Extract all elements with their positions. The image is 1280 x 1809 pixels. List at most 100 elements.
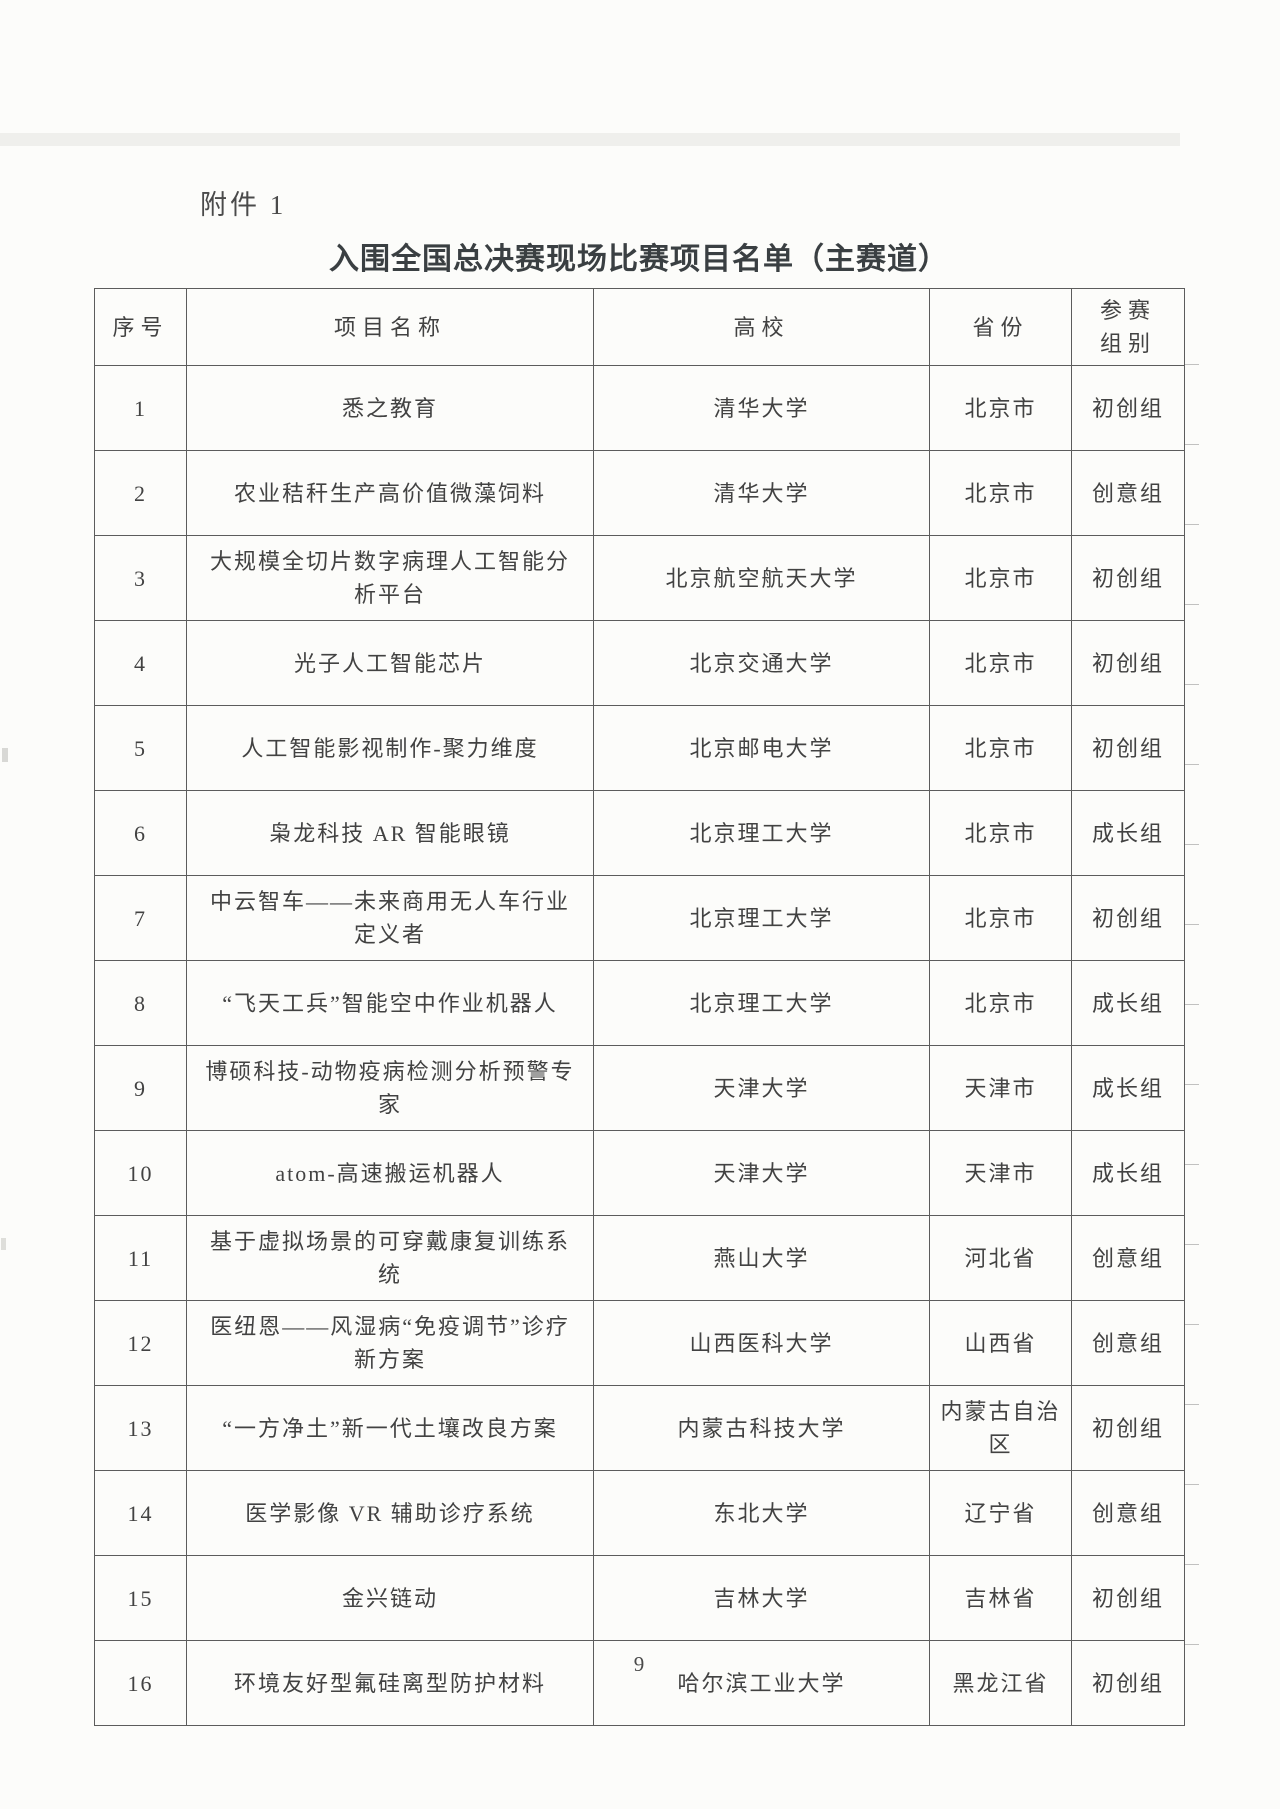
row-index-cell: 9	[94, 1045, 187, 1131]
university-cell: 北京理工大学	[593, 875, 930, 961]
university-cell: 燕山大学	[593, 1215, 930, 1301]
scan-artifact-speck	[1, 1238, 6, 1250]
scan-line-stub	[1185, 524, 1199, 525]
university-cell: 北京航空航天大学	[593, 535, 930, 621]
university-cell: 北京交通大学	[593, 620, 930, 706]
university-cell: 北京理工大学	[593, 790, 930, 876]
row-index-cell: 8	[94, 960, 187, 1046]
group-cell: 成长组	[1071, 1130, 1185, 1216]
table-body: 1 悉之教育 清华大学 北京市 初创组 2 农业秸秆生产高价值微藻饲料 清华大学 北京市 创意组 3…	[94, 365, 1185, 1726]
province-cell: 北京市	[929, 790, 1072, 876]
table-row: 4 光子人工智能芯片 北京交通大学 北京市 初创组	[94, 620, 1185, 706]
project-name-cell: 中云智车——未来商用无人车行业定义者	[186, 875, 594, 961]
group-cell: 初创组	[1071, 1385, 1185, 1471]
university-cell: 北京邮电大学	[593, 705, 930, 791]
table-row: 8 “飞天工兵”智能空中作业机器人 北京理工大学 北京市 成长组	[94, 960, 1185, 1046]
university-cell: 北京理工大学	[593, 960, 930, 1046]
project-name-cell: 博硕科技-动物疫病检测分析预警专家	[186, 1045, 594, 1131]
table-row: 2 农业秸秆生产高价值微藻饲料 清华大学 北京市 创意组	[94, 450, 1185, 536]
university-cell: 清华大学	[593, 450, 930, 536]
project-name-cell: 基于虚拟场景的可穿戴康复训练系统	[186, 1215, 594, 1301]
scan-line-stub	[1185, 1484, 1199, 1485]
group-cell: 成长组	[1071, 960, 1185, 1046]
scan-line-stub	[1185, 1164, 1199, 1165]
group-cell: 创意组	[1071, 1300, 1185, 1386]
group-cell: 创意组	[1071, 1215, 1185, 1301]
province-cell: 北京市	[929, 450, 1072, 536]
group-cell: 初创组	[1071, 1555, 1185, 1641]
col-header-group: 参赛组别	[1071, 288, 1185, 366]
row-index-cell: 2	[94, 450, 187, 536]
province-cell: 北京市	[929, 620, 1072, 706]
project-name-cell: 悉之教育	[186, 365, 594, 451]
scan-line-stub	[1185, 684, 1199, 685]
group-cell: 初创组	[1071, 1640, 1185, 1726]
scan-line-stub	[1185, 1004, 1199, 1005]
col-header-index: 序号	[94, 288, 187, 366]
group-cell: 初创组	[1071, 875, 1185, 961]
table-row: 6 枭龙科技 AR 智能眼镜 北京理工大学 北京市 成长组	[94, 790, 1185, 876]
province-cell: 河北省	[929, 1215, 1072, 1301]
scan-stub-layer	[1185, 288, 1203, 1648]
project-name-cell: atom-高速搬运机器人	[186, 1130, 594, 1216]
row-index-cell: 7	[94, 875, 187, 961]
project-name-cell: 枭龙科技 AR 智能眼镜	[186, 790, 594, 876]
project-name-cell: 光子人工智能芯片	[186, 620, 594, 706]
university-cell: 哈尔滨工业大学	[593, 1640, 930, 1726]
scan-line-stub	[1185, 1244, 1199, 1245]
row-index-cell: 6	[94, 790, 187, 876]
scan-line-stub	[1185, 1644, 1199, 1645]
scan-line-stub	[1185, 844, 1199, 845]
row-index-cell: 16	[94, 1640, 187, 1726]
project-name-cell: 环境友好型氟硅离型防护材料	[186, 1640, 594, 1726]
project-name-cell: 农业秸秆生产高价值微藻饲料	[186, 450, 594, 536]
scan-line-stub	[1185, 1084, 1199, 1085]
province-cell: 吉林省	[929, 1555, 1072, 1641]
scan-line-stub	[1185, 1564, 1199, 1565]
row-index-cell: 5	[94, 705, 187, 791]
scan-line-stub	[1185, 1404, 1199, 1405]
row-index-cell: 1	[94, 365, 187, 451]
scan-line-stub	[1185, 764, 1199, 765]
table-header-row: 序号 项目名称 高校 省份 参赛组别	[94, 288, 1185, 366]
table-row: 1 悉之教育 清华大学 北京市 初创组	[94, 365, 1185, 451]
province-cell: 北京市	[929, 535, 1072, 621]
project-name-cell: 大规模全切片数字病理人工智能分析平台	[186, 535, 594, 621]
province-cell: 内蒙古自治区	[929, 1385, 1072, 1471]
group-cell: 初创组	[1071, 365, 1185, 451]
group-cell: 成长组	[1071, 790, 1185, 876]
province-cell: 天津市	[929, 1130, 1072, 1216]
group-cell: 成长组	[1071, 1045, 1185, 1131]
university-cell: 内蒙古科技大学	[593, 1385, 930, 1471]
province-cell: 北京市	[929, 875, 1072, 961]
table-row: 15 金兴链动 吉林大学 吉林省 初创组	[94, 1555, 1185, 1641]
row-index-cell: 4	[94, 620, 187, 706]
project-name-cell: 金兴链动	[186, 1555, 594, 1641]
project-name-cell: 人工智能影视制作-聚力维度	[186, 705, 594, 791]
project-name-cell: “飞天工兵”智能空中作业机器人	[186, 960, 594, 1046]
page-number: 9	[633, 1652, 645, 1676]
row-index-cell: 12	[94, 1300, 187, 1386]
row-index-cell: 13	[94, 1385, 187, 1471]
col-header-group-label: 参赛组别	[1099, 298, 1156, 356]
page-title: 入围全国总决赛现场比赛项目名单（主赛道）	[329, 243, 949, 276]
scan-line-stub	[1185, 1324, 1199, 1325]
province-cell: 北京市	[929, 365, 1072, 451]
group-cell: 创意组	[1071, 1470, 1185, 1556]
project-name-cell: 医纽恩——风湿病“免疫调节”诊疗新方案	[186, 1300, 594, 1386]
table-row: 12 医纽恩——风湿病“免疫调节”诊疗新方案 山西医科大学 山西省 创意组	[94, 1300, 1185, 1386]
col-header-university: 高校	[593, 288, 930, 366]
group-cell: 初创组	[1071, 705, 1185, 791]
table-row: 14 医学影像 VR 辅助诊疗系统 东北大学 辽宁省 创意组	[94, 1470, 1185, 1556]
row-index-cell: 3	[94, 535, 187, 621]
attachment-label: 附件 1	[200, 190, 287, 220]
group-cell: 初创组	[1071, 620, 1185, 706]
province-cell: 天津市	[929, 1045, 1072, 1131]
table-row: 11 基于虚拟场景的可穿戴康复训练系统 燕山大学 河北省 创意组	[94, 1215, 1185, 1301]
table-row: 13 “一方净土”新一代土壤改良方案 内蒙古科技大学 内蒙古自治区 初创组	[94, 1385, 1185, 1471]
university-cell: 吉林大学	[593, 1555, 930, 1641]
row-index-cell: 10	[94, 1130, 187, 1216]
group-cell: 初创组	[1071, 535, 1185, 621]
table-row: 5 人工智能影视制作-聚力维度 北京邮电大学 北京市 初创组	[94, 705, 1185, 791]
